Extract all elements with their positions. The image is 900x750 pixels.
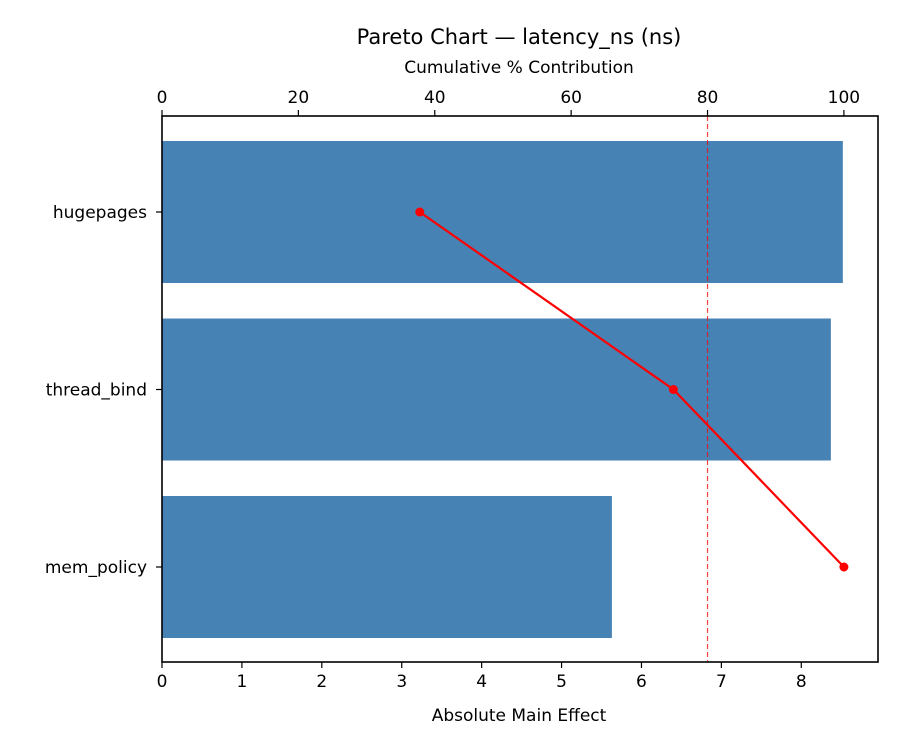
top-tick-label: 80: [697, 88, 719, 108]
cumulative-point-hugepages: [415, 207, 425, 217]
cumulative-point-thread_bind: [668, 385, 678, 394]
top-tick-label: 0: [157, 88, 168, 108]
bottom-axis-label: Absolute Main Effect: [432, 706, 607, 726]
bottom-tick-label: 8: [796, 672, 807, 692]
bar-series: [162, 141, 843, 638]
top-axis: 0 20 40 60 80 100: [157, 88, 860, 116]
bottom-tick-label: 3: [396, 672, 407, 692]
y-tick-label-hugepages: hugepages: [53, 203, 147, 223]
bottom-tick-label: 2: [316, 672, 327, 692]
bar-hugepages: [162, 141, 843, 283]
top-tick-label: 20: [288, 88, 310, 108]
top-tick-label: 40: [424, 88, 446, 108]
bottom-tick-label: 0: [157, 672, 168, 692]
bottom-tick-label: 5: [556, 672, 567, 692]
bottom-tick-label: 6: [636, 672, 647, 692]
bar-thread_bind: [162, 318, 831, 461]
y-tick-label-thread_bind: thread_bind: [46, 381, 147, 401]
bar-mem_policy: [162, 496, 612, 638]
bottom-tick-label: 7: [716, 672, 727, 692]
y-axis: hugepages thread_bind mem_policy: [45, 203, 162, 578]
bottom-tick-label: 4: [476, 672, 487, 692]
cumulative-point-mem_policy: [839, 562, 849, 572]
bottom-tick-label: 1: [236, 672, 247, 692]
top-axis-label: Cumulative % Contribution: [404, 58, 634, 78]
cumulative-line-series: [415, 207, 849, 572]
y-tick-label-mem_policy: mem_policy: [45, 558, 147, 578]
top-tick-label: 60: [560, 88, 582, 108]
top-tick-label: 100: [828, 88, 860, 108]
bottom-axis: 0 1 2 3 4 5 6 7 8: [157, 662, 807, 692]
chart-title: Pareto Chart — latency_ns (ns): [357, 25, 682, 50]
